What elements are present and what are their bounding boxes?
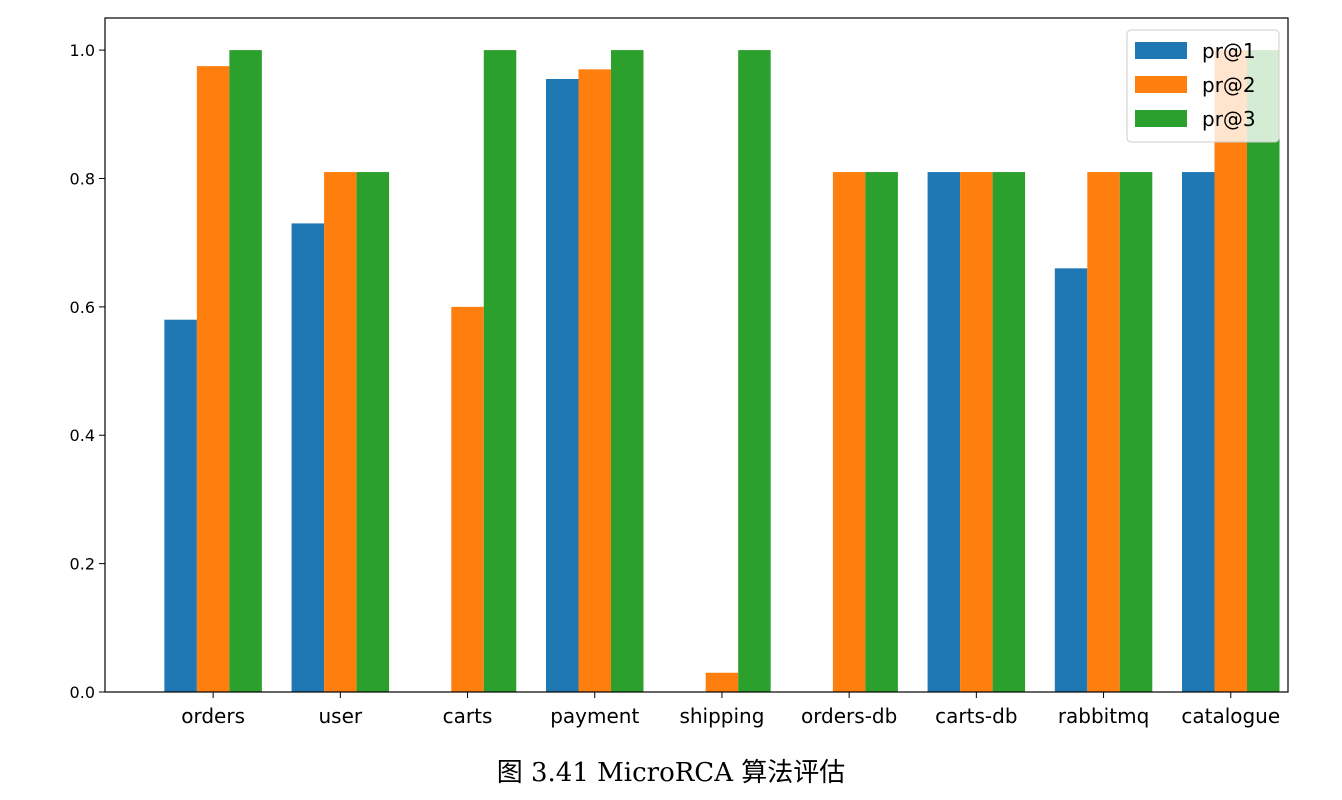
x-tick-label-catalogue: catalogue: [1181, 704, 1280, 728]
bar-pr@3-orders: [229, 50, 262, 693]
bar-pr@3-carts: [483, 50, 517, 693]
y-axis: 0.0 0.2 0.4 0.6 0.8 1.0: [70, 41, 105, 702]
x-tick-label-carts-db: carts-db: [935, 704, 1017, 728]
bar-pr@2-orders-db: [832, 172, 866, 692]
x-tick-label-payment: payment: [550, 704, 639, 728]
bar-pr@2-shipping: [705, 672, 739, 692]
x-tick-label-user: user: [319, 704, 363, 728]
bar-pr@1-orders: [164, 319, 197, 692]
legend-swatch-pr@3: [1135, 110, 1187, 127]
figure-caption: 图 3.41 MicroRCA 算法评估: [496, 758, 846, 788]
bar-pr@3-user: [356, 172, 390, 692]
y-tick-label: 0.0: [70, 683, 95, 702]
plot-frame: [104, 17, 1289, 693]
legend-swatch-pr@1: [1135, 42, 1187, 59]
bar-pr@3-rabbitmq: [1119, 172, 1153, 692]
bar-pr@3-shipping: [738, 50, 771, 693]
bar-pr@2-carts: [451, 306, 484, 692]
legend-label-pr@3: pr@3: [1202, 107, 1256, 131]
x-tick-label-shipping: shipping: [679, 704, 764, 728]
x-tick-label-orders-db: orders-db: [801, 704, 897, 728]
legend-label-pr@2: pr@2: [1202, 73, 1256, 97]
legend-label-pr@1: pr@1: [1202, 39, 1256, 63]
y-tick-label: 1.0: [70, 41, 95, 60]
y-tick-label: 0.6: [70, 298, 95, 317]
bar-pr@3-orders-db: [865, 172, 898, 692]
x-axis: orders user carts payment shipping orders-db c…: [181, 692, 1280, 728]
bar-pr@2-carts-db: [960, 172, 993, 692]
bar-pr@1-user: [291, 223, 325, 692]
bar-pr@2-user: [324, 172, 357, 692]
bar-pr@1-rabbitmq: [1054, 268, 1088, 692]
bar-pr@2-catalogue: [1214, 50, 1248, 693]
bar-chart: 0.0 0.2 0.4 0.6 0.8 1.0 orders user carts paymen…: [70, 17, 1289, 728]
x-tick-label-carts: carts: [443, 704, 493, 728]
bar-pr@1-payment: [545, 78, 579, 693]
y-tick-label: 0.2: [70, 555, 95, 574]
bar-pr@2-orders: [196, 66, 230, 692]
x-tick-label-orders: orders: [181, 704, 245, 728]
legend-swatch-pr@2: [1135, 76, 1187, 93]
bars-layer: [164, 50, 1280, 693]
bar-pr@3-carts-db: [992, 172, 1026, 692]
x-tick-label-rabbitmq: rabbitmq: [1058, 704, 1149, 728]
bar-pr@1-catalogue: [1182, 172, 1215, 692]
bar-pr@2-rabbitmq: [1087, 172, 1120, 692]
legend: pr@1 pr@2 pr@3: [1126, 29, 1280, 143]
bar-pr@3-catalogue: [1247, 50, 1280, 693]
bar-pr@3-payment: [610, 50, 644, 693]
bar-pr@2-payment: [578, 69, 611, 693]
y-tick-label: 0.4: [70, 426, 95, 445]
y-tick-label: 0.8: [70, 169, 95, 188]
bar-pr@1-carts-db: [927, 172, 961, 692]
